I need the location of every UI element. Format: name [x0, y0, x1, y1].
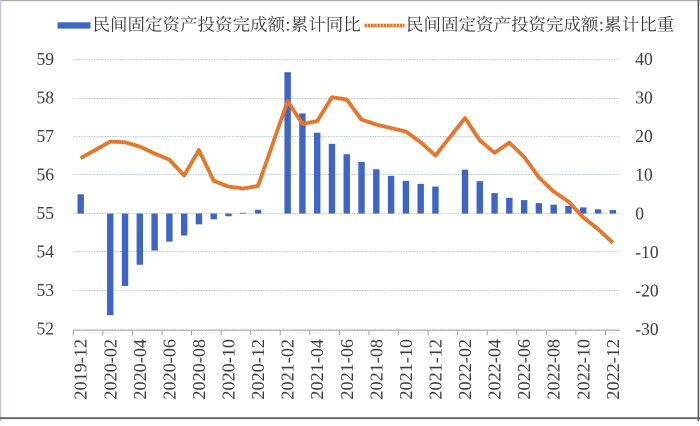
svg-text:2022-04: 2022-04: [485, 339, 505, 400]
svg-text:2021-08: 2021-08: [366, 339, 386, 400]
svg-text:2020-04: 2020-04: [130, 339, 150, 400]
svg-text:2021-06: 2021-06: [337, 339, 357, 400]
svg-text:-10: -10: [635, 242, 659, 262]
svg-text:2021-10: 2021-10: [396, 339, 416, 400]
svg-text:53: 53: [37, 280, 55, 300]
svg-text:2020-10: 2020-10: [219, 339, 239, 400]
svg-text:2022-10: 2022-10: [573, 339, 593, 400]
svg-text:2022-12: 2022-12: [603, 339, 623, 400]
svg-text:2021-12: 2021-12: [425, 339, 445, 400]
svg-text:2022-02: 2022-02: [455, 339, 475, 400]
svg-text:58: 58: [37, 88, 55, 108]
svg-text:2020-06: 2020-06: [159, 339, 179, 400]
svg-text:-30: -30: [635, 319, 659, 339]
svg-text:52: 52: [37, 319, 55, 339]
svg-text:2021-02: 2021-02: [278, 339, 298, 400]
svg-text:56: 56: [37, 165, 55, 185]
svg-text:2020-02: 2020-02: [100, 339, 120, 400]
svg-text:20: 20: [635, 126, 653, 146]
svg-text:55: 55: [37, 203, 55, 223]
svg-text:59: 59: [37, 49, 55, 69]
svg-text:2021-04: 2021-04: [307, 339, 327, 400]
svg-text:2020-12: 2020-12: [248, 339, 268, 400]
svg-text:2022-08: 2022-08: [544, 339, 564, 400]
svg-text:2020-08: 2020-08: [189, 339, 209, 400]
svg-text:10: 10: [635, 165, 653, 185]
svg-text:0: 0: [635, 203, 644, 223]
svg-text:40: 40: [635, 49, 653, 69]
svg-text:2022-06: 2022-06: [514, 339, 534, 400]
svg-text:54: 54: [37, 242, 55, 262]
svg-text:30: 30: [635, 88, 653, 108]
svg-text:57: 57: [37, 126, 55, 146]
svg-text:2019-12: 2019-12: [71, 339, 91, 400]
svg-text:-20: -20: [635, 280, 659, 300]
